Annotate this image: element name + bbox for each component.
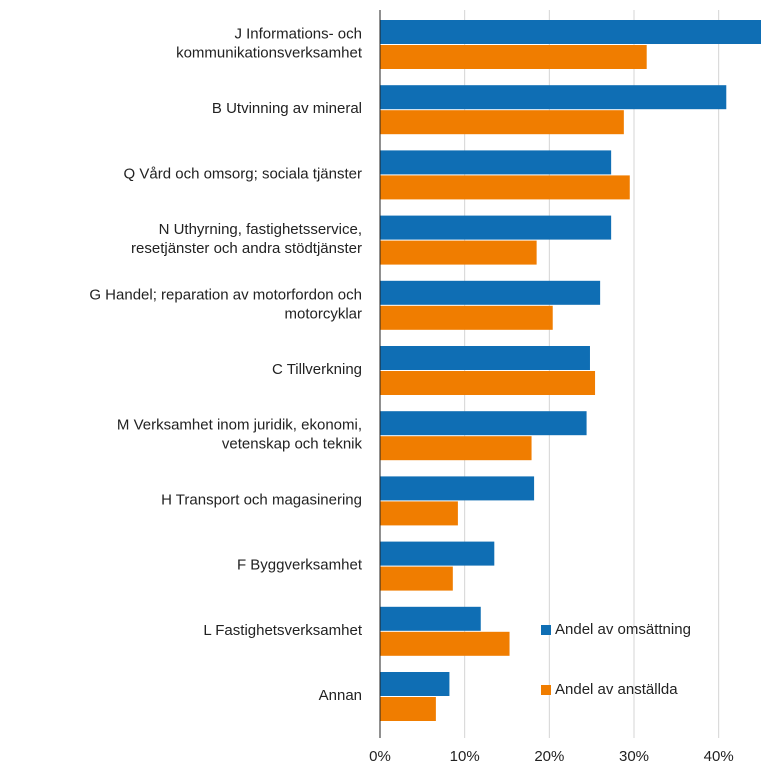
bar	[380, 436, 532, 461]
bar	[380, 501, 458, 526]
y-tick-label: G Handel; reparation av motorfordon och m…	[89, 286, 362, 322]
y-tick-label: C Tillverkning	[272, 361, 362, 378]
x-tick-label: 30%	[619, 748, 649, 765]
bar	[380, 371, 596, 395]
x-tick-label: 20%	[534, 748, 564, 765]
y-tick-label: N Uthyrning, fastighetsservice, resetjäns…	[131, 221, 362, 257]
y-tick-label: L Fastighetsverksamhet	[203, 622, 363, 639]
bar	[380, 280, 601, 305]
bar	[380, 20, 761, 44]
bar	[380, 150, 612, 175]
x-tick-label: 10%	[450, 748, 480, 765]
y-tick-label: H Transport och magasinering	[161, 491, 362, 508]
y-tick-label: B Utvinning av mineral	[212, 100, 362, 117]
bar	[380, 411, 587, 436]
bar	[380, 215, 612, 240]
bar	[380, 240, 537, 265]
x-tick-label: 0%	[369, 748, 391, 765]
legend-label: Andel av omsättning	[555, 621, 691, 638]
bar	[380, 697, 436, 721]
bar	[380, 476, 535, 501]
y-tick-label: Q Vård och omsorg; sociala tjänster	[124, 165, 362, 182]
bar	[380, 45, 647, 69]
legend-swatch	[541, 625, 551, 635]
x-tick-label: 40%	[704, 748, 734, 765]
bar	[380, 541, 495, 566]
bar	[380, 346, 590, 370]
bar	[380, 305, 553, 330]
y-tick-label: M Verksamhet inom juridik, ekonomi, veten…	[117, 417, 363, 453]
bar	[380, 85, 727, 110]
bar	[380, 110, 624, 135]
y-tick-label: Annan	[319, 687, 362, 704]
legend-swatch	[541, 685, 551, 695]
bar	[380, 672, 450, 696]
bar	[380, 606, 481, 631]
y-tick-label: F Byggverksamhet	[237, 557, 363, 574]
bar	[380, 566, 453, 591]
bar	[380, 631, 510, 656]
bar	[380, 175, 630, 200]
legend-label: Andel av anställda	[555, 681, 678, 698]
y-tick-label: J Informations- och kommunikationsverksam…	[176, 25, 363, 61]
